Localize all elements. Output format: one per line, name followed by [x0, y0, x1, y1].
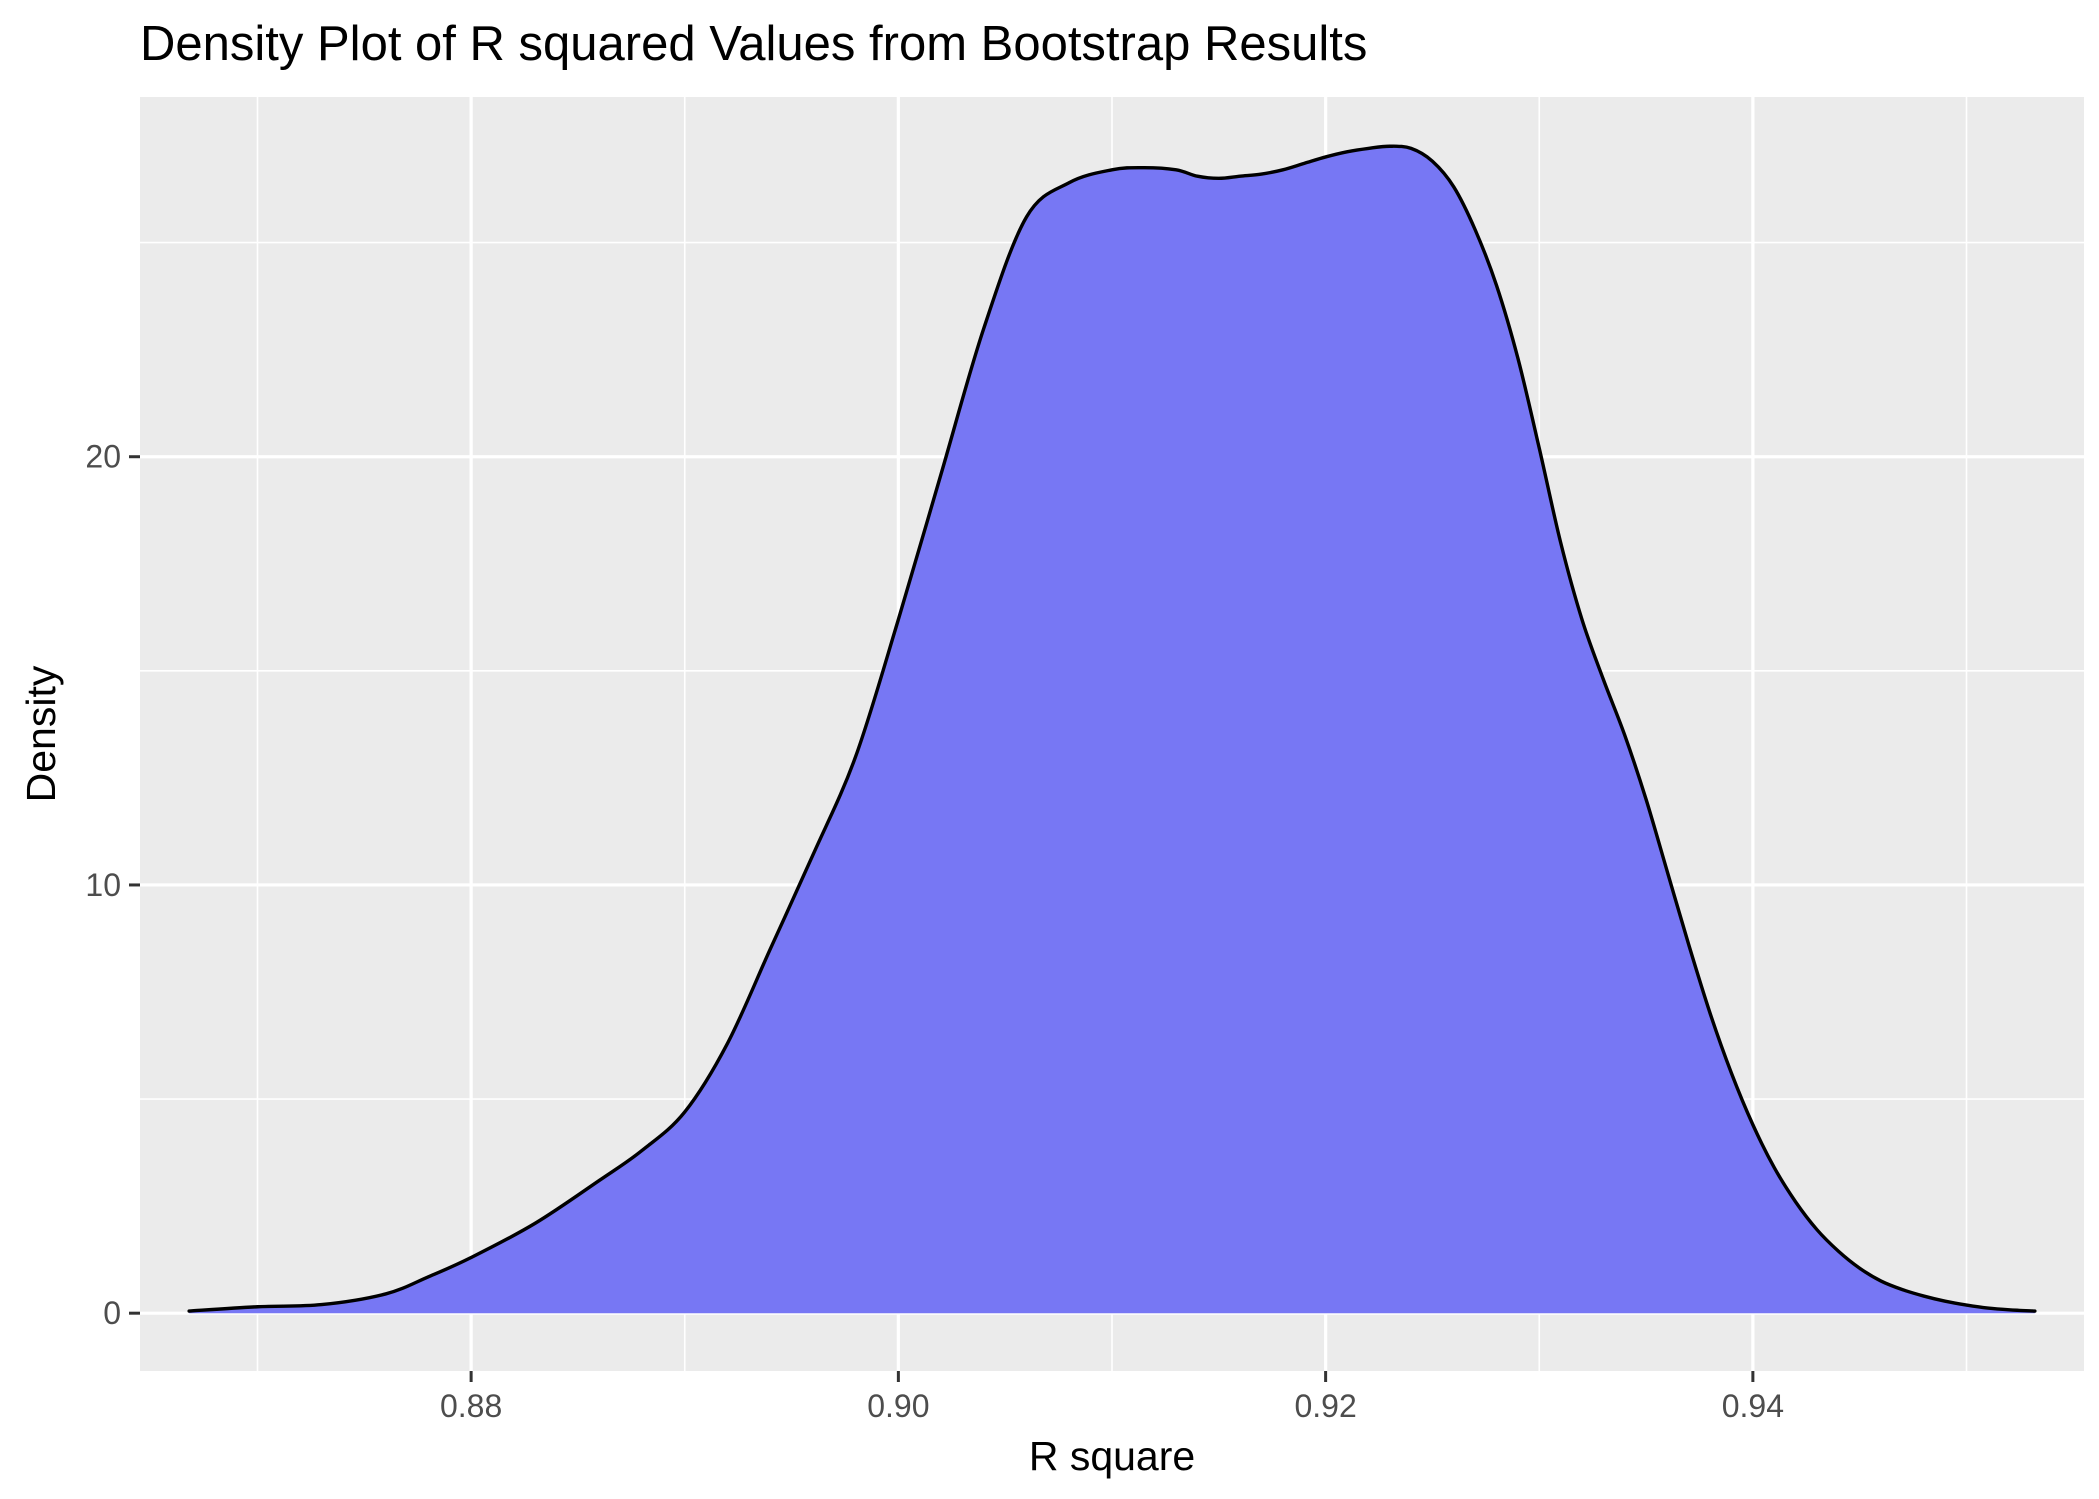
density-line: [187, 144, 2037, 1313]
chart-title: Density Plot of R squared Values from Bo…: [140, 17, 1367, 71]
y-tick-label: 20: [85, 439, 121, 475]
x-tick-label: 0.88: [440, 1388, 502, 1424]
axes: 0.88 0.90 0.92 0.94 0 10 20: [85, 439, 1784, 1424]
x-tick-label: 0.92: [1294, 1388, 1356, 1424]
chart-title-group: Density Plot of R squared Values from Bo…: [140, 17, 1367, 71]
density-area: [189, 146, 2035, 1314]
density-series: [187, 144, 2037, 1314]
y-tick-label: 10: [85, 867, 121, 903]
x-tick-label: 0.90: [867, 1388, 929, 1424]
x-tick-label: 0.94: [1722, 1388, 1784, 1424]
x-axis-title: R square: [1029, 1433, 1195, 1479]
y-axis-title: Density: [18, 665, 64, 802]
y-tick-label: 0: [103, 1295, 121, 1331]
